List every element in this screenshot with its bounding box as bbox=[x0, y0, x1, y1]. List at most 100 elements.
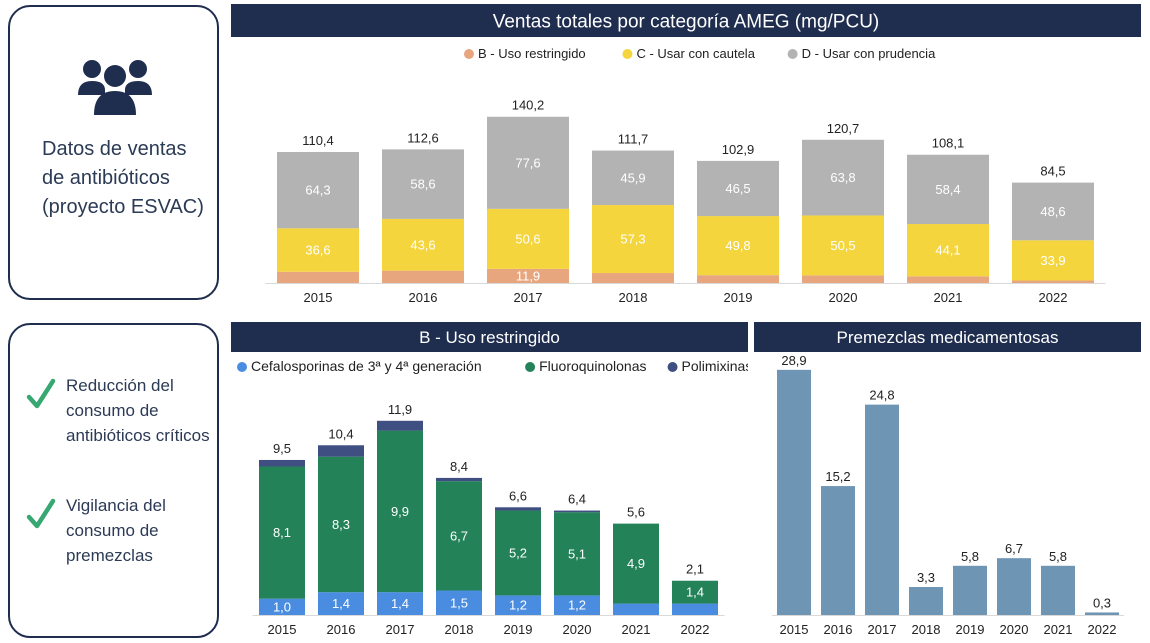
bar-segment bbox=[672, 603, 718, 615]
bar-value-label: 8,3 bbox=[332, 517, 350, 532]
bar-value-label: 63,8 bbox=[830, 170, 855, 185]
legend-item: B - Uso restringido bbox=[464, 46, 586, 61]
bar-total-label: 120,7 bbox=[827, 121, 860, 136]
bar-value-label: 5,1 bbox=[568, 546, 586, 561]
bar-segment bbox=[487, 268, 569, 283]
chart-svg: Ventas totales por categoría AMEG (mg/PC… bbox=[231, 4, 1141, 304]
bar-segment bbox=[377, 420, 423, 431]
chart-sales-by-category: Ventas totales por categoría AMEG (mg/PC… bbox=[231, 4, 1141, 304]
bar-segment bbox=[554, 512, 600, 596]
bar-value-label: 6,7 bbox=[450, 528, 468, 543]
bar-total-label: 6,6 bbox=[509, 488, 527, 503]
x-tick-label: 2019 bbox=[504, 622, 533, 637]
bar-value-label: 36,6 bbox=[305, 243, 330, 258]
bar-segment bbox=[1012, 240, 1094, 281]
bar-segment bbox=[554, 595, 600, 615]
bar-total-label: 110,4 bbox=[302, 133, 334, 148]
bar-segment bbox=[318, 445, 364, 457]
bar-value-label: 5,2 bbox=[509, 545, 527, 560]
bar-value-label: 1,2 bbox=[509, 598, 527, 613]
bar-segment bbox=[697, 160, 779, 217]
legend-swatch bbox=[525, 362, 536, 372]
x-tick-label: 2020 bbox=[829, 290, 858, 304]
x-tick-label: 2020 bbox=[563, 622, 592, 637]
bar-segment bbox=[997, 558, 1031, 615]
bar-value-label: 1,5 bbox=[450, 595, 468, 610]
check-icon bbox=[26, 378, 56, 409]
bar-segment bbox=[802, 139, 884, 216]
bar-value-label: 49,8 bbox=[725, 238, 750, 253]
legend-item: Fluoroquinolonas bbox=[525, 358, 646, 374]
x-tick-label: 2019 bbox=[956, 622, 985, 637]
x-tick-label: 2018 bbox=[912, 622, 941, 637]
bar-segment bbox=[382, 270, 464, 283]
bar-value-label: 15,2 bbox=[825, 469, 850, 484]
bar-total-label: 5,6 bbox=[627, 505, 645, 520]
bar-segment bbox=[259, 598, 305, 615]
bar-segment bbox=[382, 218, 464, 271]
chart-title-bar bbox=[754, 322, 1141, 352]
bar-segment bbox=[377, 430, 423, 593]
x-tick-label: 2020 bbox=[1000, 622, 1029, 637]
bar-value-label: 4,9 bbox=[627, 556, 645, 571]
x-tick-label: 2016 bbox=[327, 622, 356, 637]
bar-segment bbox=[259, 466, 305, 599]
x-tick-label: 2017 bbox=[514, 290, 543, 304]
bar-segment bbox=[277, 151, 359, 229]
bar-value-label: 64,3 bbox=[305, 183, 330, 198]
bar-segment bbox=[907, 276, 989, 283]
bar-value-label: 5,8 bbox=[1049, 549, 1067, 564]
bar-total-label: 2,1 bbox=[686, 562, 704, 577]
bar-total-label: 9,5 bbox=[273, 441, 291, 456]
bar-segment bbox=[277, 228, 359, 272]
bar-total-label: 140,2 bbox=[512, 98, 545, 113]
check-text: Reducción del consumo de antibióticos cr… bbox=[66, 376, 210, 445]
bar-value-label: 50,6 bbox=[515, 231, 540, 246]
legend-label: Fluoroquinolonas bbox=[539, 358, 646, 374]
bar-total-label: 102,9 bbox=[722, 142, 755, 157]
bar-segment bbox=[592, 273, 674, 283]
bar-total-label: 8,4 bbox=[450, 459, 468, 474]
chart-title-bar bbox=[231, 4, 1141, 37]
bar-value-label: 28,9 bbox=[781, 353, 806, 368]
bar-segment bbox=[953, 565, 987, 615]
bar-value-label: 57,3 bbox=[620, 232, 645, 247]
bar-value-label: 46,5 bbox=[725, 181, 750, 196]
x-tick-label: 2018 bbox=[445, 622, 474, 637]
x-tick-label: 2015 bbox=[268, 622, 297, 637]
bar-segment bbox=[377, 592, 423, 615]
bar-segment bbox=[318, 456, 364, 593]
legend-swatch bbox=[787, 49, 798, 59]
x-tick-label: 2016 bbox=[824, 622, 853, 637]
bar-segment bbox=[1012, 280, 1094, 283]
bar-segment bbox=[487, 116, 569, 209]
bar-segment bbox=[907, 224, 989, 277]
bar-segment bbox=[697, 275, 779, 283]
bar-segment bbox=[318, 592, 364, 615]
bar-segment bbox=[865, 404, 899, 615]
chart-premixes: Premezclas medicamentosas 28,9 2015 15,2 201… bbox=[754, 322, 1141, 640]
legend-item: D - Usar con prudencia bbox=[787, 46, 936, 61]
bar-segment bbox=[554, 510, 600, 513]
bar-segment bbox=[592, 205, 674, 274]
x-tick-label: 2016 bbox=[409, 290, 438, 304]
bar-total-label: 10,4 bbox=[328, 426, 353, 441]
bar-segment bbox=[487, 208, 569, 269]
bar-value-label: 45,9 bbox=[620, 170, 645, 185]
bar-value-label: 58,6 bbox=[410, 177, 435, 192]
x-tick-label: 2015 bbox=[304, 290, 333, 304]
x-tick-label: 2021 bbox=[934, 290, 963, 304]
legend-swatch bbox=[237, 362, 247, 372]
chart-title: Premezclas medicamentosas bbox=[836, 328, 1058, 347]
legend-swatch bbox=[622, 49, 633, 59]
bar-value-label: 50,5 bbox=[830, 238, 855, 253]
legend-item: C - Usar con cautela bbox=[622, 46, 756, 61]
check-text: Vigilancia del consumo de premezclas bbox=[66, 496, 166, 565]
legend-swatch bbox=[667, 362, 678, 372]
bar-segment bbox=[697, 216, 779, 276]
x-tick-label: 2017 bbox=[868, 622, 897, 637]
x-tick-label: 2022 bbox=[681, 622, 710, 637]
bar-value-label: 3,3 bbox=[917, 570, 935, 585]
bar-segment bbox=[1012, 182, 1094, 241]
bar-value-label: 8,1 bbox=[273, 525, 291, 540]
